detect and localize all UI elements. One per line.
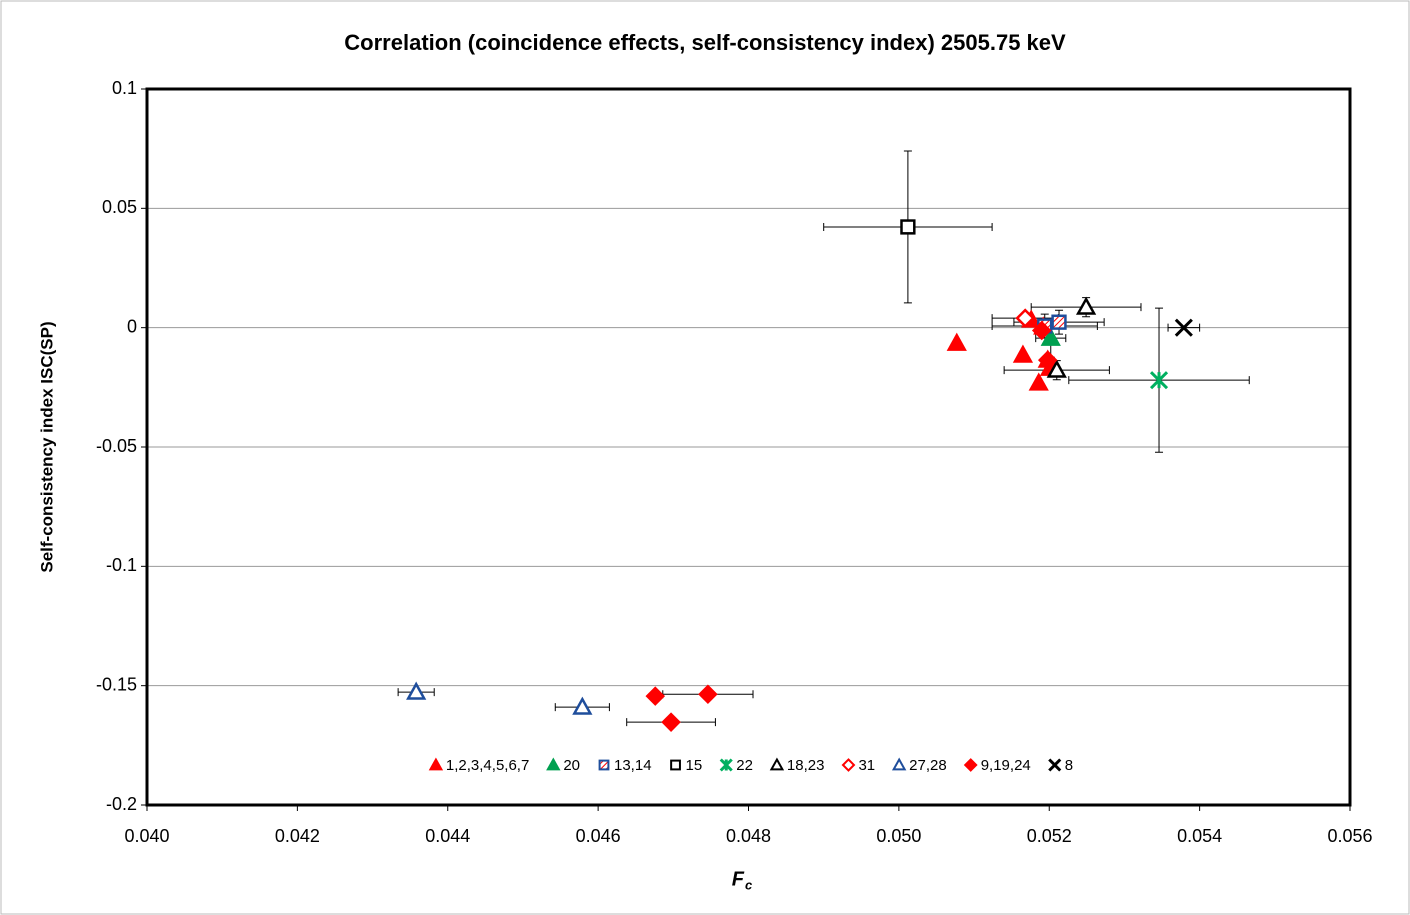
legend-marker xyxy=(891,757,907,771)
x-tick-label: 0.046 xyxy=(576,826,621,846)
chart-title: Correlation (coincidence effects, self-c… xyxy=(344,30,1066,55)
x-tick-label: 0.042 xyxy=(275,826,320,846)
y-tick-label: 0.1 xyxy=(112,78,137,98)
marker xyxy=(406,681,427,700)
marker xyxy=(1037,350,1058,370)
legend-marker xyxy=(963,758,978,772)
marker xyxy=(645,686,666,706)
marker xyxy=(1149,371,1169,390)
x-tick-label: 0.044 xyxy=(425,826,470,846)
marker xyxy=(1012,344,1034,363)
legend-label: 8 xyxy=(1065,757,1073,774)
legend-label: 9,19,24 xyxy=(981,757,1031,774)
legend-marker xyxy=(769,757,785,771)
x-tick-label: 0.050 xyxy=(876,826,921,846)
marker xyxy=(1015,308,1035,328)
marker xyxy=(572,696,593,715)
legend-label: 22 xyxy=(736,757,753,774)
legend-label: 31 xyxy=(858,757,875,774)
marker xyxy=(1051,314,1067,330)
marker xyxy=(1075,296,1097,315)
y-tick-label: 0 xyxy=(127,316,137,336)
x-tick-label: 0.056 xyxy=(1327,826,1372,846)
x-tick-label: 0.048 xyxy=(726,826,771,846)
marker xyxy=(1031,320,1052,341)
x-axis-label-sub: c xyxy=(745,877,753,892)
legend-label: 15 xyxy=(686,757,703,774)
plot-area xyxy=(145,87,1352,807)
legend-label: 13,14 xyxy=(614,757,652,774)
marker xyxy=(1046,359,1067,378)
marker xyxy=(1028,372,1049,391)
legend-marker xyxy=(546,757,561,771)
marker xyxy=(900,219,916,235)
legend-marker xyxy=(598,759,610,771)
y-tick-label: 0.05 xyxy=(102,197,137,217)
marker xyxy=(946,332,967,351)
marker xyxy=(1040,327,1061,346)
y-tick-label: -0.15 xyxy=(96,674,137,694)
legend-marker xyxy=(719,758,733,772)
y-tick-label: -0.1 xyxy=(106,555,137,575)
x-tick-label: 0.052 xyxy=(1027,826,1072,846)
x-tick-label: 0.040 xyxy=(124,826,169,846)
marker xyxy=(1174,318,1193,337)
x-axis-label: F xyxy=(732,868,745,890)
legend-marker xyxy=(428,757,444,771)
marker xyxy=(661,712,681,732)
legend-label: 18,23 xyxy=(787,757,825,774)
legend-label: 27,28 xyxy=(909,757,947,774)
y-tick-label: -0.2 xyxy=(106,794,137,814)
legend-label: 1,2,3,4,5,6,7 xyxy=(446,757,529,774)
y-tick-label: -0.05 xyxy=(96,436,137,456)
x-tick-label: 0.054 xyxy=(1177,826,1222,846)
legend-marker xyxy=(1048,758,1062,772)
legend-marker xyxy=(670,759,681,771)
marker xyxy=(698,684,718,705)
legend-label: 20 xyxy=(563,757,580,774)
legend-marker xyxy=(841,758,856,772)
y-axis-label: Self-consistency index ISC(SP) xyxy=(37,321,56,572)
